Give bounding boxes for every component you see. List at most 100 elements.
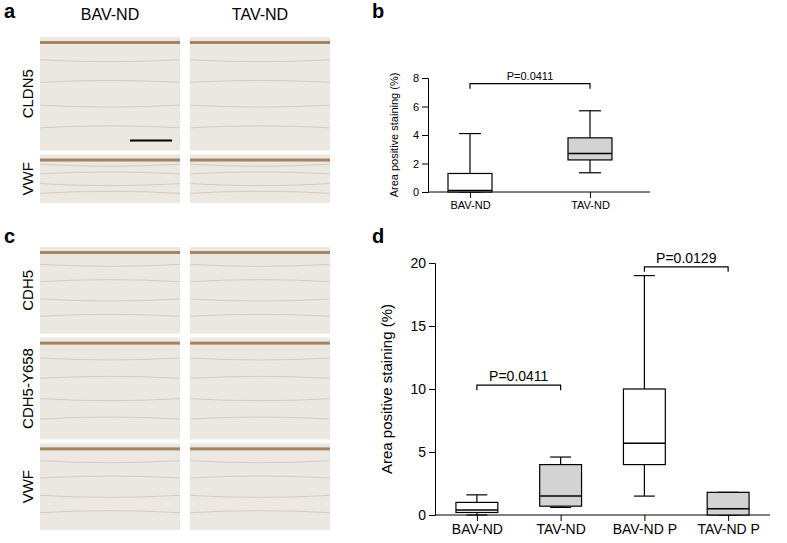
tissue-fiber xyxy=(40,495,180,497)
micrograph xyxy=(190,443,330,530)
tissue-fiber xyxy=(40,476,180,478)
tissue-fiber xyxy=(190,358,330,360)
tissue-fiber xyxy=(40,164,180,166)
median xyxy=(448,190,492,192)
p-value: P=0.0129 xyxy=(656,250,717,266)
y-tick-label: 4 xyxy=(413,129,419,141)
whisker-cap-high xyxy=(466,494,487,495)
y-axis-title: Area positive staining (%) xyxy=(378,304,395,474)
tissue-fiber xyxy=(40,280,180,282)
whisker-cap-high xyxy=(579,110,601,111)
y-tick-mark xyxy=(429,452,435,453)
y-tick-label: 0 xyxy=(418,507,426,523)
y-tick: 15 xyxy=(410,318,435,334)
row-label: CLDN5 xyxy=(19,69,36,118)
x-tick-label: TAV-ND P xyxy=(697,521,760,537)
y-tick-mark xyxy=(422,107,428,108)
micrograph xyxy=(40,247,180,334)
whisker-high xyxy=(560,457,561,465)
tissue-fiber xyxy=(40,191,180,193)
y-tick-label: 5 xyxy=(418,444,426,460)
column-header: BAV-ND xyxy=(81,6,139,23)
x-tick-label: BAV-ND xyxy=(450,199,490,211)
row-label: CDH5-Y658 xyxy=(19,348,36,429)
whisker-high xyxy=(476,495,477,503)
figure: aBAV-NDTAV-NDCLDN5VWFcCDH5CDH5-Y658VWFb0… xyxy=(0,0,787,543)
y-tick: 6 xyxy=(413,101,428,113)
whisker-high xyxy=(644,276,645,389)
endothelium-stain xyxy=(40,159,180,162)
box-chart: b 0 2 4 6 8 Area positive staining (%) BAV-ND TA… xyxy=(372,0,650,211)
p-value: P=0.0411 xyxy=(507,70,554,82)
endothelium-stain xyxy=(40,251,180,254)
y-tick: 0 xyxy=(413,186,428,198)
y-tick: 8 xyxy=(413,72,428,84)
panel-label: d xyxy=(372,225,384,247)
tissue-fiber xyxy=(190,399,330,401)
y-axis-line xyxy=(429,264,436,516)
y-axis: 0 2 4 6 8 xyxy=(413,72,429,198)
tissue-fiber xyxy=(40,399,180,401)
box xyxy=(623,389,665,465)
endothelium-stain xyxy=(40,342,180,345)
median xyxy=(623,442,665,444)
x-tick: TAV-ND xyxy=(571,192,610,211)
box xyxy=(448,173,492,192)
endothelium-stain xyxy=(190,447,330,450)
box xyxy=(568,138,612,160)
x-tick: TAV-ND xyxy=(536,515,585,537)
y-tick: 0 xyxy=(418,507,435,523)
tissue-fiber xyxy=(40,126,180,128)
x-tick-label: BAV-ND P xyxy=(613,521,677,537)
median xyxy=(568,153,612,155)
y-tick-mark xyxy=(422,78,428,79)
y-tick-label: 2 xyxy=(413,158,419,170)
y-tick-mark xyxy=(429,326,435,327)
panel-label: b xyxy=(372,0,384,22)
y-tick-mark xyxy=(422,164,428,165)
marks xyxy=(456,276,749,515)
significance-bracket xyxy=(644,267,728,272)
tissue-fiber xyxy=(190,184,330,186)
row-label: VWF xyxy=(19,162,36,195)
tissue-fiber xyxy=(40,60,180,62)
tissue-fiber xyxy=(190,172,330,174)
row-label: VWF xyxy=(19,470,36,503)
tissue-fiber xyxy=(190,80,330,82)
micrograph xyxy=(40,155,180,203)
y-axis-title: Area positive staining (%) xyxy=(388,73,400,198)
tissue-fiber xyxy=(190,495,330,497)
endothelium-stain xyxy=(190,251,330,254)
micrograph xyxy=(40,443,180,530)
whisker-cap-high xyxy=(634,275,655,276)
endothelium-stain xyxy=(190,159,330,162)
tissue-fiber xyxy=(190,191,330,193)
panel-label: c xyxy=(4,225,15,247)
marks xyxy=(448,111,612,192)
y-tick: 20 xyxy=(410,255,435,271)
x-tick-mark xyxy=(590,192,591,198)
y-tick: 5 xyxy=(418,444,435,460)
panel-label: a xyxy=(4,0,16,22)
tissue-fiber xyxy=(190,264,330,266)
x-tick-label: TAV-ND xyxy=(536,521,585,537)
y-tick-mark xyxy=(429,515,435,516)
image-panel: cCDH5CDH5-Y658VWF xyxy=(4,225,330,530)
tissue-fiber xyxy=(190,511,330,513)
whisker-cap-low xyxy=(466,514,487,515)
x-tick: BAV-ND xyxy=(450,192,490,211)
tissue-fiber xyxy=(40,105,180,107)
image-panel: aBAV-NDTAV-NDCLDN5VWF xyxy=(4,0,330,203)
box xyxy=(540,465,582,507)
box xyxy=(456,502,498,512)
tissue-fiber xyxy=(190,60,330,62)
whisker-cap-low xyxy=(550,507,571,508)
tissue-fiber xyxy=(40,299,180,301)
x-tick-label: TAV-ND xyxy=(571,199,610,211)
y-tick-mark xyxy=(429,389,435,390)
y-axis: 05101520 xyxy=(410,255,435,523)
y-tick-label: 0 xyxy=(413,186,419,198)
scale-bar xyxy=(130,140,172,142)
tissue-fiber xyxy=(190,461,330,463)
y-tick-mark xyxy=(422,192,428,193)
